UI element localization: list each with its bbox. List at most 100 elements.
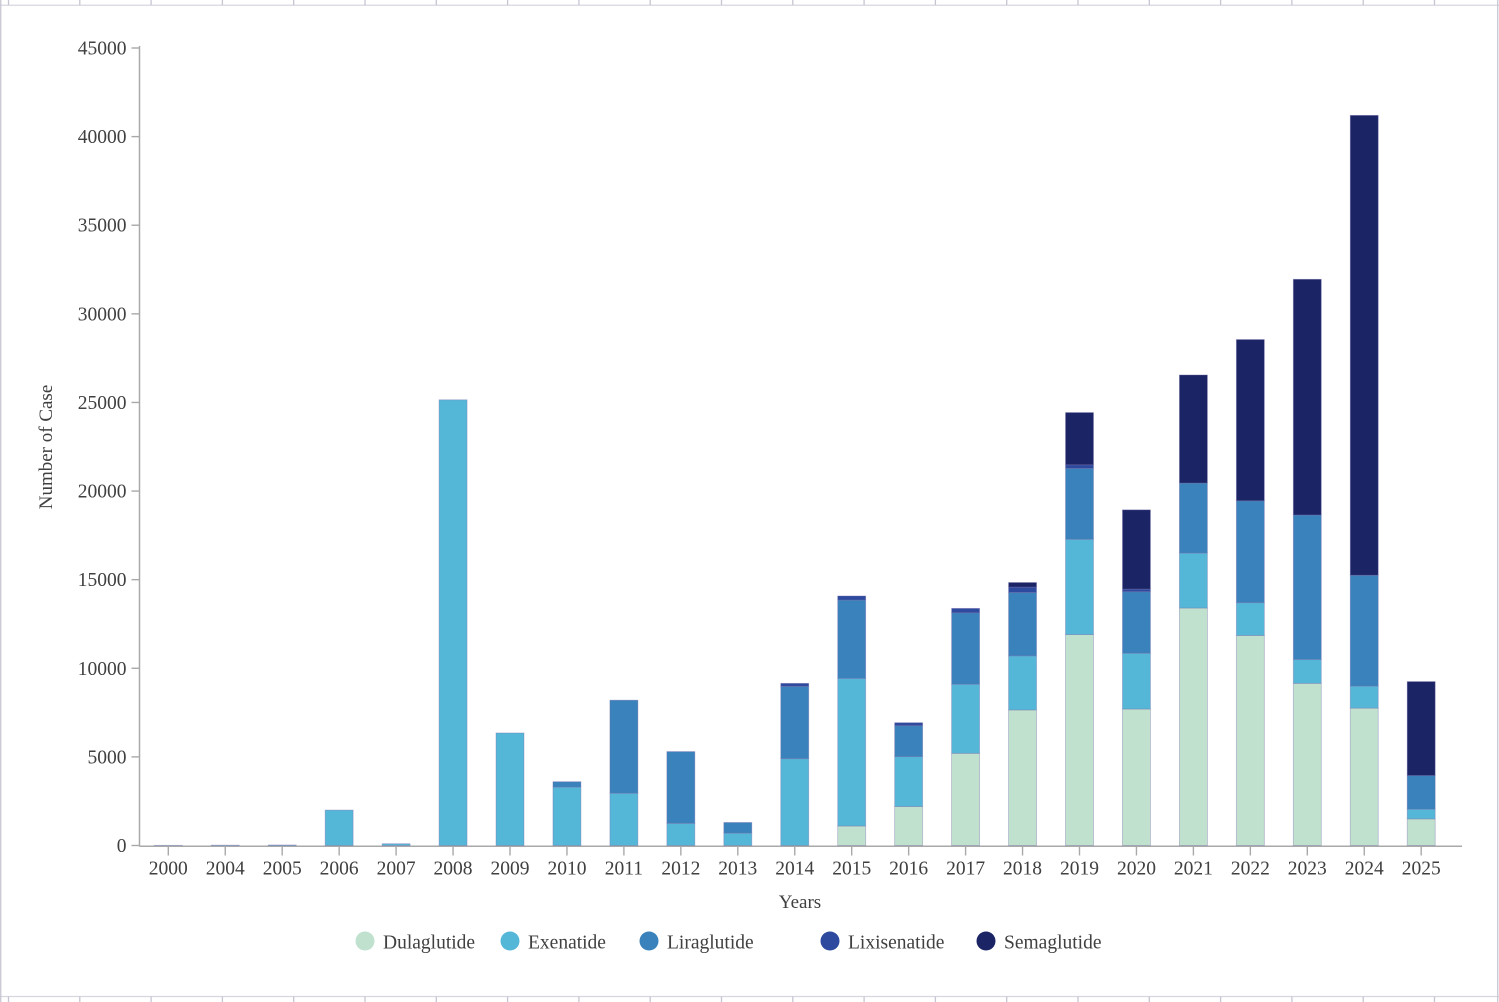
bar-segment-2012-liraglutide xyxy=(666,751,696,824)
bar-segment-2018-lixisenatide xyxy=(1008,586,1037,593)
bar-segment-2022-liraglutide xyxy=(1235,500,1265,604)
y-axis-tick-label: 20000 xyxy=(78,482,127,503)
bar-segment-2016-dulaglutide xyxy=(894,806,924,846)
legend-label-semaglutide: Semaglutide xyxy=(1004,933,1101,954)
bar-segment-2019-lixisenatide xyxy=(1065,464,1094,469)
bar-segment-2011-liraglutide xyxy=(609,699,639,794)
y-axis-tick-label: 30000 xyxy=(78,304,127,325)
x-axis-tick-label: 2012 xyxy=(661,859,700,880)
x-axis-tick-label: 2013 xyxy=(718,859,757,880)
bar-segment-2018-liraglutide xyxy=(1008,592,1037,657)
bar-segment-2025-semaglutide xyxy=(1406,681,1436,776)
legend-dot-lixisenatide xyxy=(820,931,840,951)
bar-segment-2009-exenatide xyxy=(495,732,525,846)
y-axis-tick-label: 5000 xyxy=(88,747,127,768)
bar-segment-2014-liraglutide xyxy=(780,685,810,760)
bar-segment-2024-liraglutide xyxy=(1349,574,1379,687)
y-axis: 0 5000 10000 15000 20000 25000 30000 35000 40000… xyxy=(78,39,141,857)
x-axis-tick-label: 2021 xyxy=(1174,859,1213,880)
bar-segment-2012-exenatide xyxy=(666,822,696,846)
x-axis-tick-label: 2014 xyxy=(775,859,814,880)
y-axis-tick-label: 15000 xyxy=(78,570,127,591)
bar-segment-2017-liraglutide xyxy=(951,612,980,685)
x-axis: 2000 2004 2005 2006 2007 2008 2009 2010 2011 2012… xyxy=(139,845,1462,880)
bar-segment-2011-exenatide xyxy=(609,792,639,846)
bar-segment-2023-exenatide xyxy=(1292,659,1322,684)
bar-segment-2013-exenatide xyxy=(723,832,753,846)
bar-segment-2024-semaglutide xyxy=(1349,114,1379,576)
legend-label-lixisenatide: Lixisenatide xyxy=(848,933,944,954)
bar-segment-2019-semaglutide xyxy=(1065,412,1094,466)
y-axis-tick-label: 0 xyxy=(117,836,127,857)
x-axis-tick-label: 2015 xyxy=(832,859,871,880)
bar-segment-2016-liraglutide xyxy=(894,725,924,757)
bar-segment-2006-exenatide xyxy=(324,809,354,846)
bar-segment-2016-exenatide xyxy=(894,756,924,807)
x-axis-tick-label: 2008 xyxy=(434,859,473,880)
bar-segment-2015-exenatide xyxy=(837,677,867,827)
x-axis-tick-label: 2006 xyxy=(320,859,359,880)
bar-segment-2017-exenatide xyxy=(951,683,980,754)
bar-segment-2008-exenatide xyxy=(438,399,468,846)
y-axis-tick-label: 40000 xyxy=(78,127,127,148)
bar-segment-2019-exenatide xyxy=(1065,538,1094,636)
bar-segment-2025-dulaglutide xyxy=(1406,818,1436,846)
bar-segment-2021-exenatide xyxy=(1179,552,1208,609)
x-axis-tick-label: 2005 xyxy=(263,859,302,880)
x-axis-tick-label: 2007 xyxy=(377,859,416,880)
bar-segment-2020-dulaglutide xyxy=(1122,708,1151,846)
x-axis-tick-label: 2000 xyxy=(149,859,188,880)
bars-group xyxy=(153,114,1436,846)
legend-label-dulaglutide: Dulaglutide xyxy=(383,933,475,954)
x-axis-tick-label: 2023 xyxy=(1288,859,1327,880)
bar-segment-2023-liraglutide xyxy=(1292,514,1322,660)
bar-segment-2015-lixisenatide xyxy=(837,595,867,601)
bar-segment-2022-exenatide xyxy=(1235,602,1265,636)
bar-segment-2020-exenatide xyxy=(1122,652,1151,710)
x-axis-tick-label: 2004 xyxy=(206,859,245,880)
bar-segment-2010-exenatide xyxy=(552,786,582,846)
y-axis-title: Number of Case xyxy=(36,385,57,510)
x-axis-tick-label: 2019 xyxy=(1060,859,1099,880)
legend-dot-semaglutide xyxy=(976,931,996,951)
bar-segment-2023-semaglutide xyxy=(1292,278,1322,516)
legend-label-exenatide: Exenatide xyxy=(528,933,606,954)
x-axis-tick-label: 2018 xyxy=(1003,859,1042,880)
x-axis-tick-label: 2010 xyxy=(547,859,586,880)
bar-segment-2018-dulaglutide xyxy=(1008,709,1037,846)
bar-segment-2019-dulaglutide xyxy=(1065,634,1094,846)
y-axis-tick-label: 45000 xyxy=(78,39,127,60)
x-axis-tick-label: 2017 xyxy=(946,859,985,880)
bar-segment-2025-exenatide xyxy=(1406,808,1436,820)
x-axis-tick-label: 2011 xyxy=(605,859,643,880)
bar-segment-2020-semaglutide xyxy=(1122,509,1151,590)
y-axis-tick-label: 10000 xyxy=(78,659,127,680)
bar-segment-2024-dulaglutide xyxy=(1349,707,1379,846)
legend-dot-dulaglutide xyxy=(355,931,375,951)
bar-segment-2017-dulaglutide xyxy=(951,752,980,846)
bar-segment-2022-dulaglutide xyxy=(1235,635,1265,846)
bar-segment-2015-liraglutide xyxy=(837,599,867,679)
bar-segment-2017-lixisenatide xyxy=(951,607,980,614)
bar-segment-2023-dulaglutide xyxy=(1292,682,1322,846)
y-axis-tick-label: 35000 xyxy=(78,216,127,237)
bar-segment-2021-semaglutide xyxy=(1179,374,1208,484)
x-axis-tick-label: 2025 xyxy=(1402,859,1441,880)
bar-segment-2015-dulaglutide xyxy=(837,825,867,846)
bar-segment-2019-liraglutide xyxy=(1065,467,1094,540)
x-axis-tick-label: 2016 xyxy=(889,859,928,880)
bar-segment-2014-exenatide xyxy=(780,758,810,846)
x-axis-title: Years xyxy=(779,892,821,913)
bar-segment-2021-liraglutide xyxy=(1179,482,1208,554)
legend-dot-liraglutide xyxy=(639,931,659,951)
bar-segment-2013-liraglutide xyxy=(723,822,753,834)
x-axis-tick-label: 2024 xyxy=(1345,859,1384,880)
legend-label-liraglutide: Liraglutide xyxy=(667,933,754,954)
bar-segment-2010-liraglutide xyxy=(552,781,582,788)
bar-segment-2022-semaglutide xyxy=(1235,339,1265,502)
bar-segment-2021-dulaglutide xyxy=(1179,607,1208,846)
x-axis-tick-label: 2022 xyxy=(1231,859,1270,880)
